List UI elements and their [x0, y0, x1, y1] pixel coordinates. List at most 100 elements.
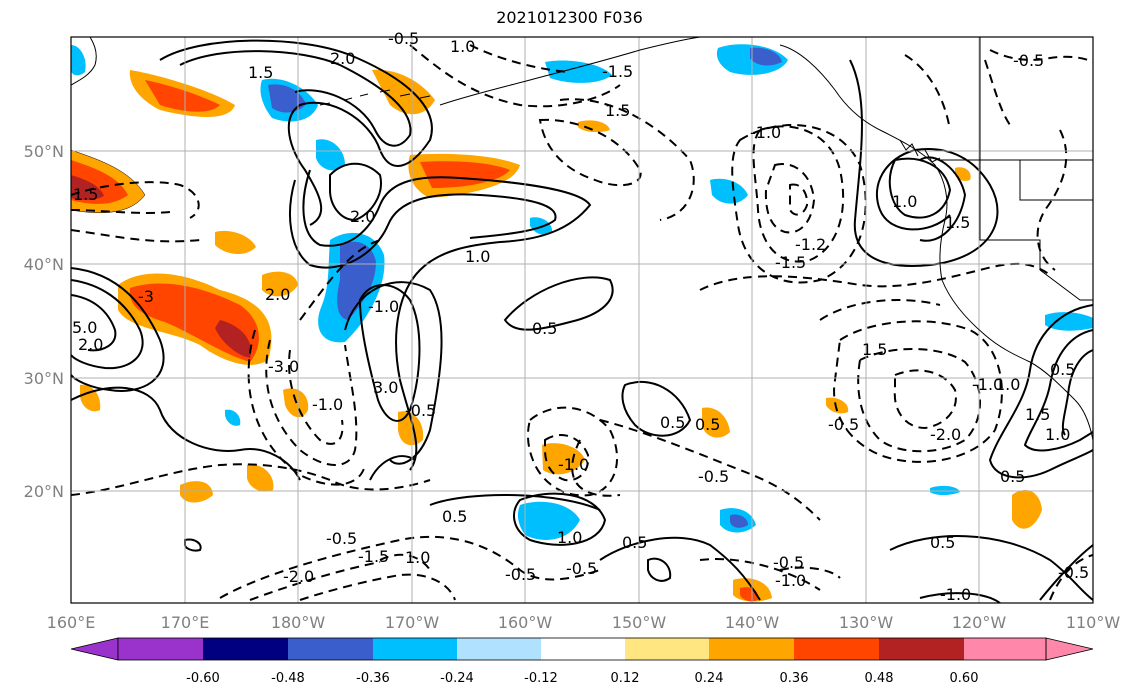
contour-label: 0.5 — [930, 533, 955, 552]
contour-line — [919, 592, 1001, 603]
contour-line — [159, 39, 433, 226]
contour-label: -1.5 — [358, 547, 389, 566]
colorbar-tick-label: 0.48 — [865, 671, 894, 686]
x-tick-label: 180°W — [271, 613, 326, 632]
bc-islands — [899, 139, 941, 163]
contour-line — [1039, 544, 1093, 601]
contour-line — [329, 162, 382, 222]
colorbar-swatch — [203, 638, 288, 660]
contour-line — [904, 54, 951, 131]
contour-line — [889, 535, 1093, 601]
colorbar-swatch — [964, 638, 1046, 660]
colorbar-swatch — [794, 638, 879, 660]
contour-line — [571, 439, 621, 497]
colorbar-tick-label: 0.60 — [950, 671, 979, 686]
coastline-west-us — [941, 279, 1076, 401]
contour-label: -1.0 — [972, 375, 1003, 394]
map-title: 2021012300 F036 — [496, 8, 643, 27]
contour-line — [857, 348, 981, 453]
contour-line — [219, 535, 601, 599]
contour-line — [71, 294, 117, 352]
contour-line — [989, 49, 1093, 63]
contour-label: 1.0 — [405, 548, 430, 567]
colorbar-tick-label: 0.12 — [611, 671, 640, 686]
contour-line — [369, 455, 416, 481]
contour-line — [984, 59, 1011, 126]
contour-line — [344, 281, 443, 465]
anomaly-patch — [930, 485, 960, 495]
contour-label: 1.0 — [465, 247, 490, 266]
contour-line — [699, 262, 1051, 291]
contour-line — [299, 239, 381, 321]
anomaly-patch — [545, 60, 612, 83]
contour-label: 1.5 — [248, 63, 273, 82]
contour-label: 0.5 — [622, 533, 647, 552]
contour-label: 5.0 — [72, 318, 97, 337]
contour-label: 0.5 — [532, 319, 557, 338]
contour-line — [299, 573, 456, 601]
contour-line — [544, 434, 590, 482]
contour-line — [503, 276, 614, 331]
contour-label: 2.0 — [265, 285, 290, 304]
anomaly-patch — [750, 47, 782, 66]
contour-line — [409, 44, 621, 108]
x-tick-label: 160°W — [498, 613, 553, 632]
anomaly-patch — [372, 69, 435, 115]
contour-line — [1049, 554, 1093, 601]
map-content — [71, 37, 1093, 603]
colorbar-swatch — [373, 638, 457, 660]
colorbar-swatch — [288, 638, 373, 660]
anomaly-patch — [826, 397, 849, 414]
contour-label: -0.5 — [828, 415, 859, 434]
anomaly-patch — [1012, 490, 1042, 529]
colorbar-frame — [117, 637, 1047, 661]
contour-line — [888, 157, 952, 219]
colorbar: -0.60 -0.48 -0.36 -0.24 -0.12 0.12 0.24 … — [70, 637, 1094, 686]
anomaly-patch — [247, 464, 274, 492]
x-tick-label: 110°W — [1066, 613, 1121, 632]
anomaly-patch — [71, 45, 86, 76]
coastlines — [71, 37, 1093, 441]
coastline-mexico — [1074, 399, 1093, 441]
border-states — [979, 160, 1093, 301]
anomaly-patch — [316, 139, 345, 171]
contour-label: -1.5 — [602, 62, 633, 81]
contour-label: 0.5 — [442, 507, 467, 526]
contour-line — [71, 267, 165, 392]
x-tick-label: 170°W — [385, 613, 440, 632]
x-tick-label: 150°W — [612, 613, 667, 632]
anomaly-patch — [578, 120, 610, 133]
contour-label: -0.5 — [566, 559, 597, 578]
contour-lines — [71, 39, 1093, 603]
contour-line — [699, 558, 821, 591]
contour-label: -0.5 — [1013, 51, 1044, 70]
coastline-alaska-gulf — [779, 44, 881, 131]
contour-label: -3 — [138, 287, 154, 306]
y-axis-ticks: 50°N 40°N 30°N 20°N — [24, 142, 64, 501]
anomaly-patch — [215, 320, 251, 358]
contour-line — [379, 553, 431, 571]
contour-line — [184, 538, 202, 552]
colorbar-swatch — [879, 638, 964, 660]
contour-line — [288, 349, 344, 445]
anomaly-patch — [225, 409, 241, 426]
contour-label: 1.0 — [1045, 425, 1070, 444]
contour-label: 3.0 — [373, 378, 398, 397]
contour-label: 1.5 — [605, 101, 630, 120]
contour-line — [71, 279, 144, 370]
contour-line — [752, 125, 845, 263]
contour-label: -0.5 — [326, 529, 357, 548]
anomaly-patch — [730, 514, 748, 528]
y-tick-label: 50°N — [24, 142, 64, 161]
contour-line — [469, 44, 571, 73]
contour-line — [819, 299, 941, 321]
contour-line — [559, 98, 695, 221]
colorbar-swatch — [457, 638, 541, 660]
contour-line — [429, 494, 601, 511]
x-axis-ticks: 160°E 170°E 180°W 170°W 160°W 150°W 140°… — [47, 613, 1121, 632]
contour-line — [621, 380, 692, 437]
contour-label: -1.0 — [775, 571, 806, 590]
colorbar-swatch — [541, 638, 625, 660]
contour-label: 1.0 — [557, 528, 582, 547]
contour-label: 1.5 — [1025, 405, 1050, 424]
